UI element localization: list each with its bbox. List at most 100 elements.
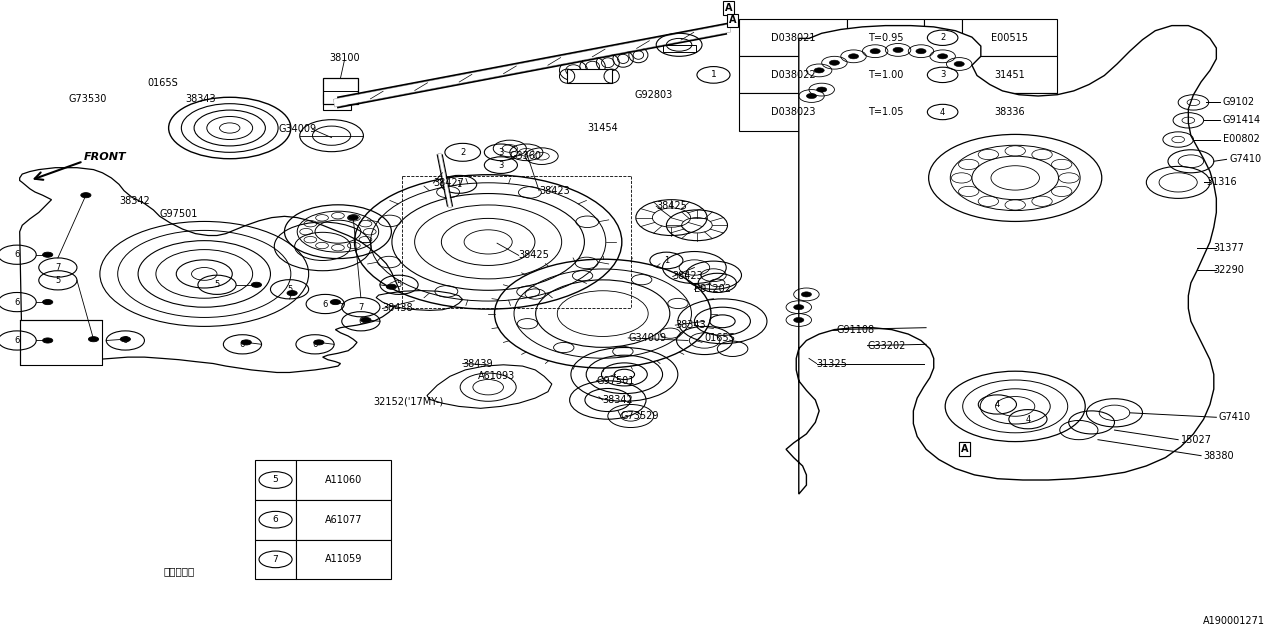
Bar [663, 45, 695, 52]
Circle shape [817, 87, 827, 92]
Circle shape [801, 292, 812, 297]
Text: 1: 1 [710, 70, 717, 79]
Bar [924, 56, 961, 93]
Bar [296, 540, 392, 579]
Text: A: A [724, 3, 732, 13]
Text: 3: 3 [940, 70, 946, 79]
Text: 31325: 31325 [817, 358, 847, 369]
Circle shape [794, 317, 804, 323]
Text: G7410: G7410 [1219, 412, 1251, 422]
Circle shape [251, 282, 261, 287]
Circle shape [330, 300, 340, 305]
Text: A11059: A11059 [325, 554, 362, 564]
Circle shape [81, 193, 91, 198]
Text: D038021: D038021 [771, 33, 815, 43]
Text: G9102: G9102 [1222, 97, 1254, 108]
Text: 6: 6 [273, 515, 279, 524]
Text: FRONT: FRONT [83, 152, 125, 162]
Text: E00802: E00802 [1222, 134, 1260, 144]
Bar [847, 19, 924, 56]
Text: 5: 5 [55, 276, 60, 285]
Text: G91414: G91414 [1222, 115, 1261, 125]
Bar [924, 19, 961, 56]
Text: G97501: G97501 [596, 376, 635, 386]
Circle shape [42, 300, 52, 305]
Text: 38342: 38342 [119, 196, 150, 206]
Text: A: A [960, 444, 968, 454]
Text: 7: 7 [55, 263, 60, 272]
Circle shape [361, 317, 371, 323]
Polygon shape [428, 365, 552, 408]
Text: 0165S: 0165S [704, 333, 735, 343]
Circle shape [794, 305, 804, 310]
Text: 6: 6 [312, 340, 317, 349]
Text: 38439: 38439 [462, 358, 493, 369]
Circle shape [42, 252, 52, 257]
Circle shape [88, 337, 99, 342]
Circle shape [849, 54, 859, 59]
Text: 38438: 38438 [383, 303, 413, 314]
Text: 15027: 15027 [1180, 435, 1212, 445]
Text: 6: 6 [358, 317, 364, 326]
Polygon shape [19, 168, 399, 372]
Text: 6: 6 [14, 336, 19, 345]
Text: 32152('17MY-): 32152('17MY-) [374, 397, 444, 407]
Bar [296, 500, 392, 540]
Text: 5: 5 [273, 476, 279, 484]
Circle shape [814, 68, 824, 73]
Bar [296, 460, 392, 500]
Circle shape [348, 215, 358, 220]
Circle shape [806, 93, 817, 99]
Text: 0165S: 0165S [147, 77, 178, 88]
Circle shape [893, 47, 904, 52]
Text: 6: 6 [239, 340, 246, 349]
Text: 38427: 38427 [434, 178, 465, 188]
Text: 38423: 38423 [673, 271, 704, 282]
Text: 38425: 38425 [518, 250, 549, 260]
Text: 31316: 31316 [1206, 177, 1236, 188]
Text: 31377: 31377 [1213, 243, 1244, 253]
Text: 38423: 38423 [539, 186, 570, 196]
Bar [323, 94, 351, 110]
Text: T=1.05: T=1.05 [868, 107, 904, 117]
Circle shape [387, 284, 397, 289]
Bar [567, 69, 612, 83]
Text: 38343: 38343 [186, 94, 216, 104]
Text: G91108: G91108 [837, 324, 876, 335]
Text: G34009: G34009 [628, 333, 667, 343]
Circle shape [937, 54, 947, 59]
Text: 5: 5 [397, 280, 402, 289]
Text: D038022: D038022 [771, 70, 815, 80]
Text: A: A [960, 444, 968, 454]
Text: 38343: 38343 [676, 320, 707, 330]
Bar [739, 93, 847, 131]
Text: 1: 1 [456, 180, 462, 189]
Bar [847, 93, 924, 131]
Text: 38336: 38336 [995, 107, 1025, 117]
Text: 38380: 38380 [1203, 451, 1234, 461]
Polygon shape [786, 26, 1216, 494]
Polygon shape [376, 291, 462, 310]
Text: G3360: G3360 [509, 151, 541, 161]
Bar [255, 500, 296, 540]
Text: 6: 6 [123, 336, 128, 345]
Text: G92803: G92803 [635, 90, 673, 100]
Text: 32290: 32290 [1213, 265, 1244, 275]
Circle shape [287, 291, 297, 296]
Text: 31454: 31454 [588, 123, 618, 133]
Text: A190001271: A190001271 [1203, 616, 1265, 626]
Text: 5: 5 [287, 285, 292, 294]
Circle shape [241, 340, 251, 345]
Text: 〈後方図〉: 〈後方図〉 [163, 566, 195, 576]
Text: 4: 4 [940, 108, 945, 116]
Text: G97501: G97501 [160, 209, 198, 220]
Text: G34009: G34009 [278, 124, 316, 134]
Text: 3: 3 [498, 161, 503, 170]
Bar [961, 93, 1057, 131]
Text: A61077: A61077 [325, 515, 362, 525]
Text: 6: 6 [323, 300, 328, 308]
Text: E01202: E01202 [694, 284, 731, 294]
Bar [847, 56, 924, 93]
Text: G7410: G7410 [1229, 154, 1261, 164]
Bar [924, 93, 961, 131]
